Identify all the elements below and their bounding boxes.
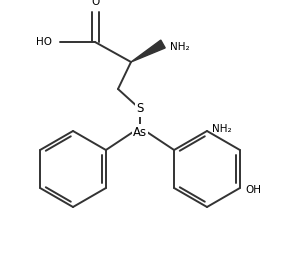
Text: As: As [133, 125, 147, 139]
Text: NH₂: NH₂ [170, 42, 190, 52]
Text: OH: OH [245, 185, 261, 195]
Text: NH₂: NH₂ [212, 124, 231, 134]
Text: S: S [136, 103, 144, 115]
Polygon shape [131, 40, 165, 62]
Text: O: O [91, 0, 99, 7]
Text: HO: HO [36, 37, 52, 47]
